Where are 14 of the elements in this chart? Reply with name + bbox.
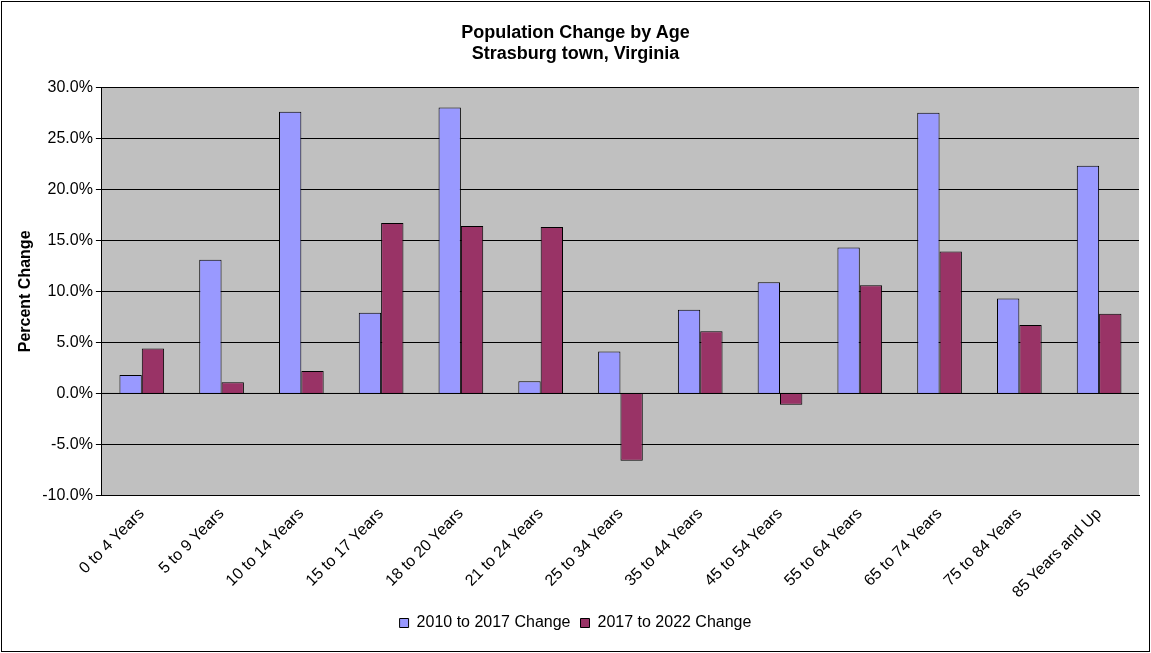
- y-tick-label: 15.0%: [47, 230, 93, 248]
- chart-subtitle: Strasburg town, Virginia: [471, 43, 681, 64]
- y-tick-label: 25.0%: [47, 128, 93, 146]
- legend-label: 2017 to 2022 Change: [597, 613, 752, 631]
- y-tick-label: -5.0%: [51, 434, 93, 452]
- legend-label: 2010 to 2017 Change: [416, 613, 571, 631]
- y-tick-label: 30.0%: [47, 77, 93, 95]
- chart-title: Population Change by Age: [461, 21, 690, 42]
- y-tick-label: 20.0%: [47, 179, 93, 197]
- y-axis-title: Percent Change: [16, 230, 34, 353]
- y-tick-label: 5.0%: [56, 332, 93, 350]
- y-tick-label: 10.0%: [47, 281, 93, 299]
- y-tick-label: -10.0%: [42, 485, 93, 503]
- y-tick-label: 0.0%: [56, 383, 93, 401]
